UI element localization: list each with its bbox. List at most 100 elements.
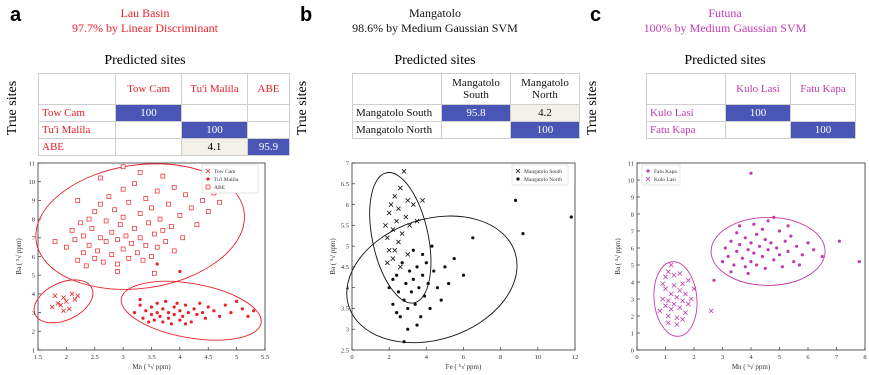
data-point [837,239,841,243]
data-point [402,340,406,344]
legend-label: Mangatolo North [524,177,562,183]
data-point [680,281,685,287]
data-point [763,237,767,242]
data-point [769,241,773,245]
data-point [471,236,475,240]
data-point [410,202,416,207]
matrix-row-label: Mangatolo South [352,104,442,122]
legend-marker [205,184,211,190]
data-point [120,214,126,220]
y-tick-label: 6 [631,245,635,252]
data-point [252,309,256,313]
data-point [760,227,765,231]
data-point [195,312,199,317]
predicted-sites-label: Predicted sites [104,53,186,68]
x-tick-label: 2.5 [91,354,99,361]
data-point [749,241,753,245]
data-point [386,247,392,253]
data-point [772,258,776,262]
y-tick-label: 3 [631,296,634,303]
matrix-col-header: Mangatolo South [441,73,511,105]
legend-label: Tow Cam [214,169,236,175]
data-point [743,265,747,269]
data-point [746,248,750,252]
data-point [383,222,388,228]
data-point [691,286,697,292]
data-point [668,291,674,297]
data-point [92,209,98,214]
data-point [421,252,425,257]
data-point [163,239,169,244]
data-point [52,239,58,244]
data-point [166,311,171,315]
x-axis-label: Mn ( ⁵√ ppm) [132,363,171,371]
data-point [392,247,398,253]
data-point [729,239,733,243]
matrix-col-header: Mangatolo North [510,73,580,105]
data-point [461,273,466,277]
data-point [749,171,753,175]
data-point [390,227,396,232]
data-point [723,246,727,250]
matrix-header-row: Tow Cam Tu'i Malila ABE [37,73,290,105]
data-point [178,269,182,274]
predicted-sites-label: Predicted sites [684,53,766,68]
panel-title-line1: Mangatolo [409,6,461,20]
matrix-cell: 100 [790,121,856,139]
data-point [152,318,156,322]
x-tick-label: 6 [806,354,810,361]
confidence-ellipse [346,215,518,344]
x-tick-label: 4 [425,354,429,361]
data-point [235,299,239,303]
data-point [668,262,674,268]
matrix-row-label: Fatu Kapa [646,121,726,139]
y-axis-label: Ba ( ⁵√ ppm) [329,238,337,275]
matrix-row: Mangatolo South 95.8 4.2 [352,104,580,122]
y-tick-label: 3 [346,327,349,334]
matrix-col-header: ABE [247,73,290,105]
y-tick-label: 4.5 [341,264,349,271]
panel-title-line1: Futuna [708,6,742,20]
data-point [388,202,394,207]
x-tick-label: 1 [664,354,667,361]
matrix-cell: 95.9 [247,138,290,156]
data-point [129,241,134,246]
panel-title: Futuna 100% by Medium Gaussian SVM [580,6,869,36]
data-point [428,306,432,311]
matrix-cell: 4.2 [510,104,580,122]
data-point [154,244,160,250]
data-point [677,271,683,276]
data-point [109,229,115,235]
y-tick-label: 8 [32,216,35,223]
data-point [223,303,227,307]
data-point [86,242,92,248]
data-point [406,306,410,311]
data-point [200,198,205,203]
data-point [857,260,861,264]
data-point [740,256,745,260]
panel-title-line2: 100% by Medium Gaussian SVM [643,21,807,35]
x-tick-label: 0 [635,354,638,361]
data-point [657,308,663,314]
matrix-col-header: Kulo Lasi [725,73,791,105]
y-tick-label: 6 [346,202,350,209]
matrix-cell: 4.1 [180,138,249,156]
matrix-col-header: Fatu Kapa [790,73,856,105]
data-point [421,273,425,277]
plot-frame [351,162,576,351]
data-point [752,251,756,255]
data-point [95,248,100,254]
data-point [203,316,208,320]
matrix-row: Tu'i Malila 100 [37,121,290,139]
data-point [178,309,182,313]
x-tick-label: 5 [778,354,781,361]
data-point [103,239,109,244]
data-point [405,198,411,203]
data-point [143,242,149,248]
y-tick-label: 3 [32,310,35,317]
data-point [66,306,72,312]
data-point [212,309,216,313]
legend-box [641,164,681,186]
data-point [513,198,518,202]
data-point [384,235,390,241]
